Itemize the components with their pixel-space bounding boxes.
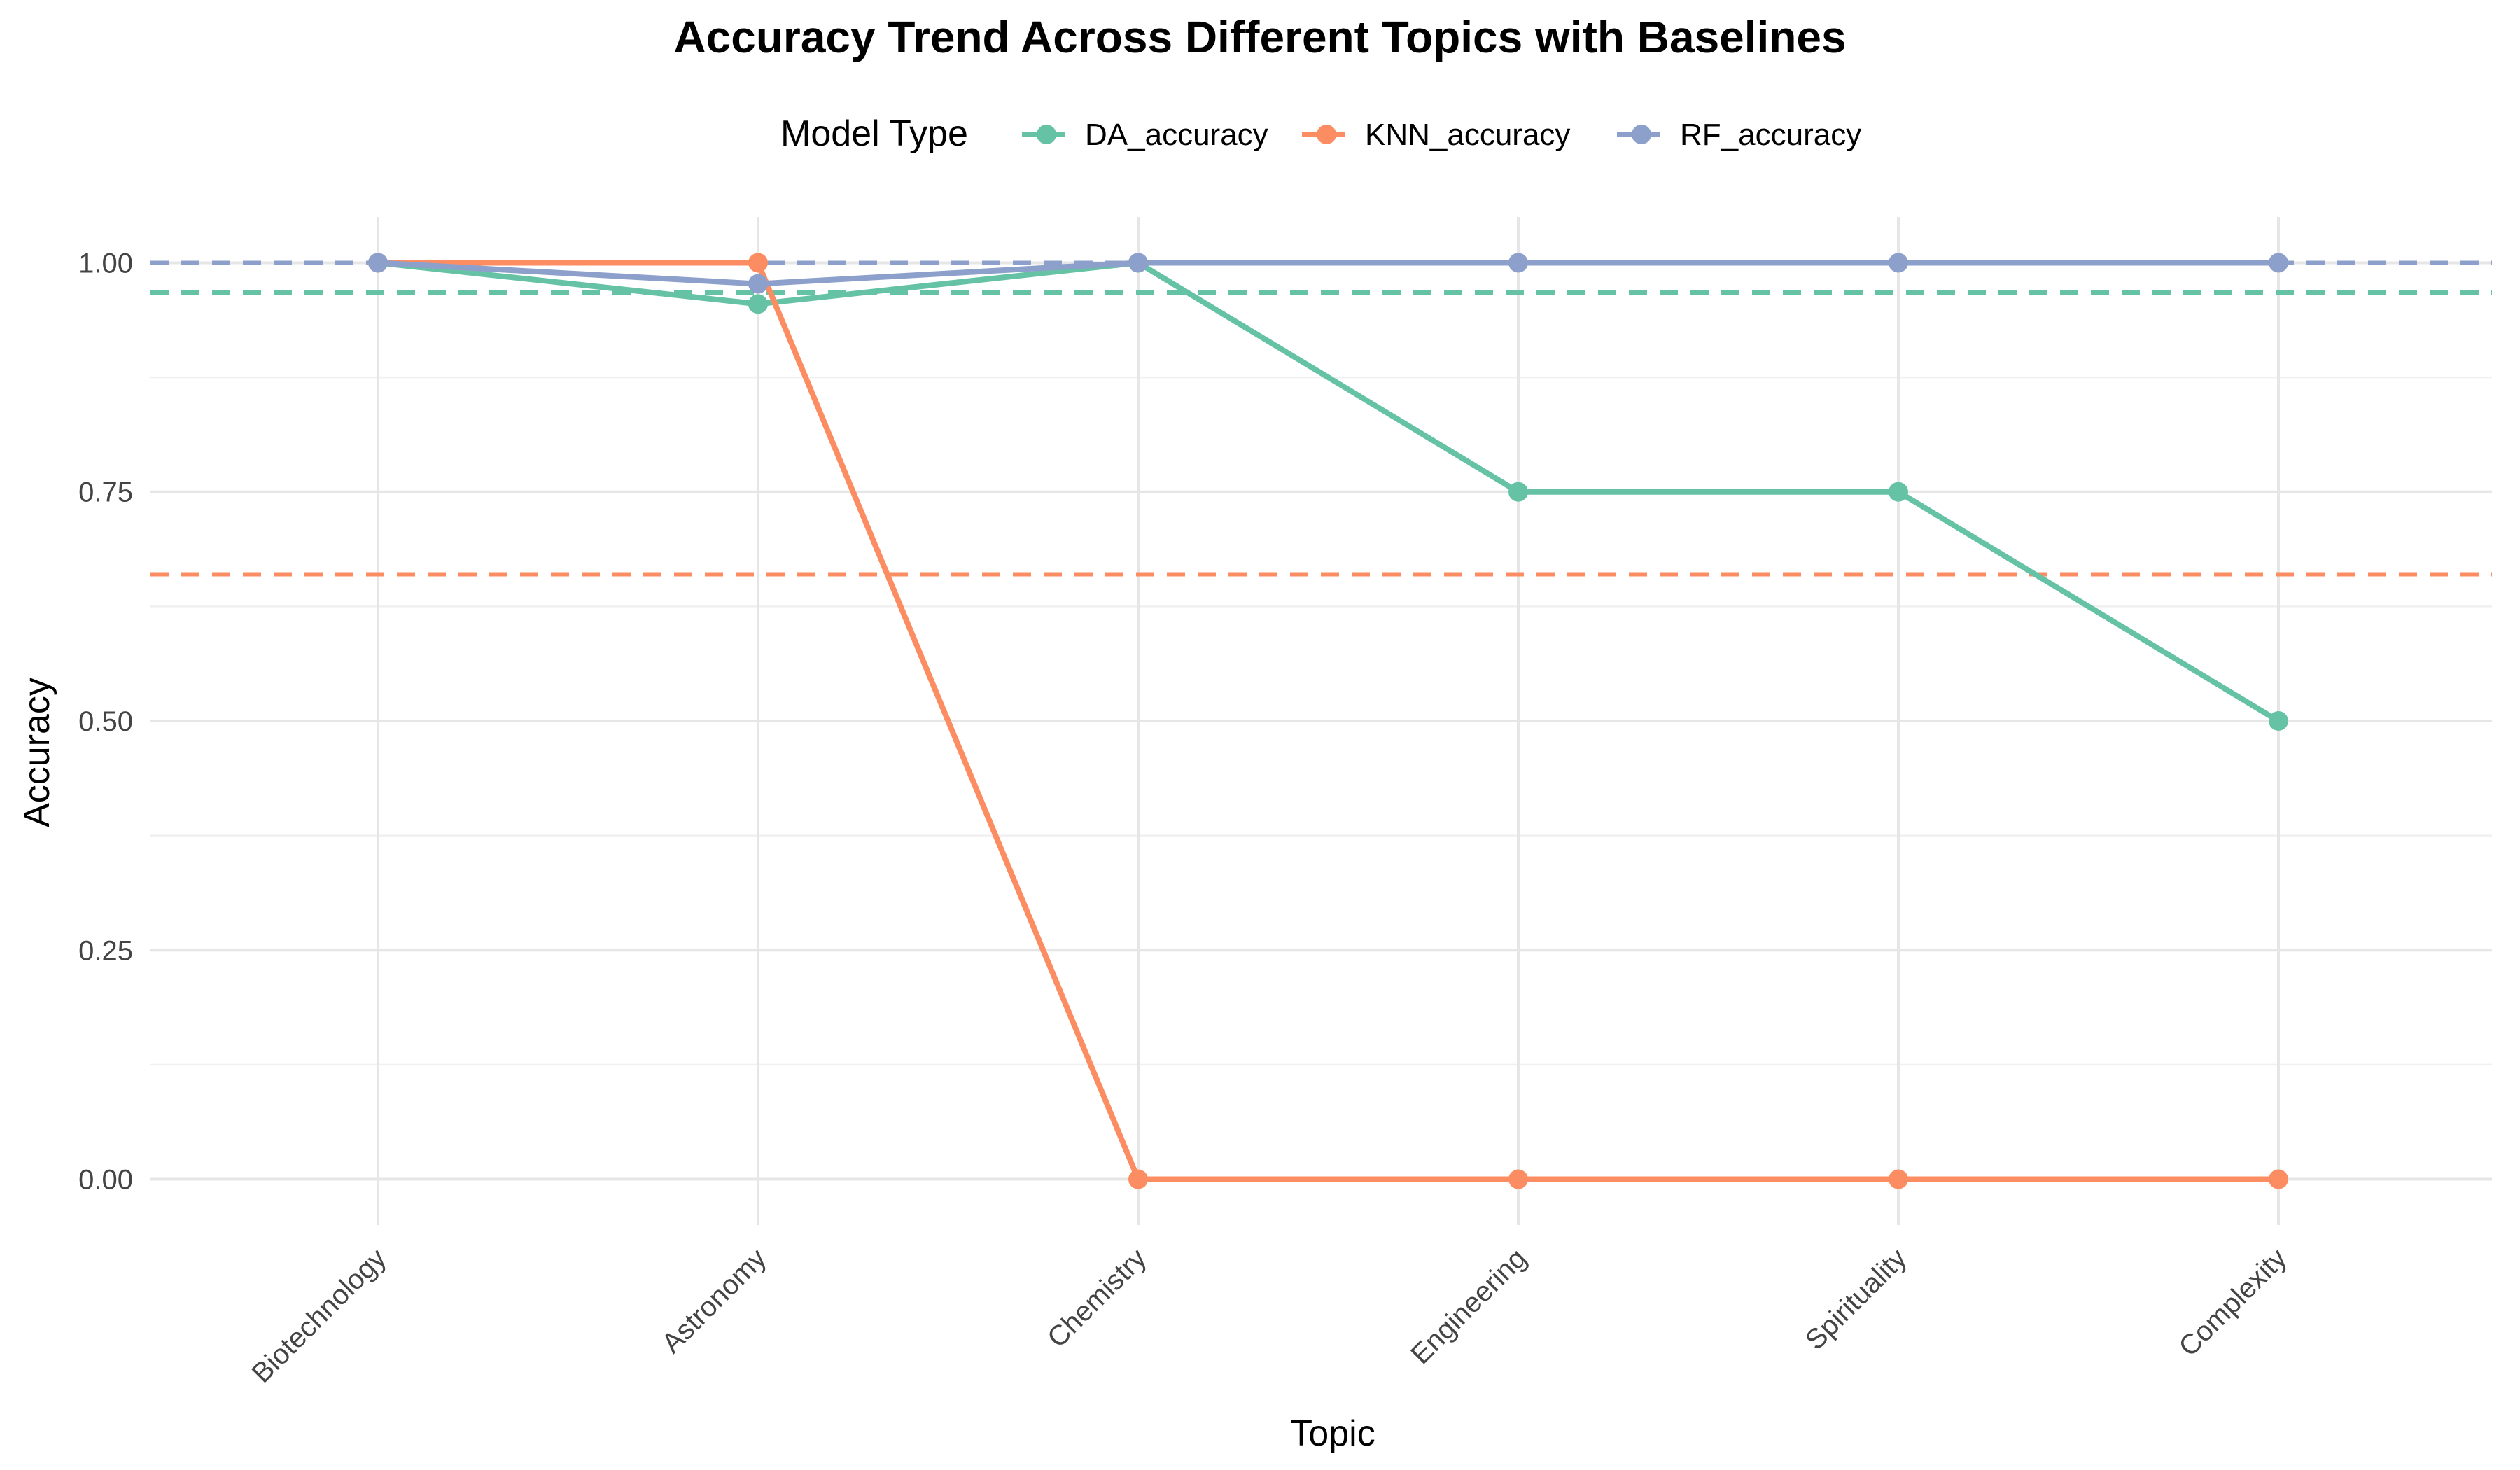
data-point-DA_accuracy <box>1889 482 1908 502</box>
data-point-KNN_accuracy <box>748 253 768 273</box>
data-point-DA_accuracy <box>1508 482 1528 502</box>
data-points <box>368 253 2288 1189</box>
legend-key-marker <box>1317 125 1336 144</box>
series-lines <box>375 260 2281 1182</box>
legend: Model Type DA_accuracy KNN_accuracy RF_acc… <box>780 113 1861 154</box>
x-tick-label: Biotechnology <box>246 1242 393 1389</box>
grid <box>150 217 2492 1225</box>
x-tick-label: Complexity <box>2173 1242 2292 1362</box>
y-axis-ticks: 0.00 0.25 0.50 0.75 1.00 <box>78 248 133 1195</box>
y-tick-label: 0.00 <box>78 1165 133 1196</box>
data-point-KNN_accuracy <box>2269 1169 2288 1189</box>
data-point-RF_accuracy <box>1508 253 1528 273</box>
data-point-DA_accuracy <box>2269 711 2288 731</box>
legend-label: RF_accuracy <box>1680 118 1861 152</box>
x-tick-label: Engineering <box>1405 1242 1532 1370</box>
data-point-KNN_accuracy <box>1128 1169 1148 1189</box>
x-axis-title: Topic <box>1290 1413 1375 1454</box>
y-tick-label: 0.75 <box>78 477 133 508</box>
legend-label: KNN_accuracy <box>1365 118 1570 152</box>
data-point-RF_accuracy <box>1128 253 1148 273</box>
data-point-DA_accuracy <box>748 294 768 314</box>
y-tick-label: 0.50 <box>78 706 133 737</box>
y-tick-label: 0.25 <box>78 935 133 966</box>
x-tick-label: Spirituality <box>1800 1242 1913 1356</box>
data-point-RF_accuracy <box>1889 253 1908 273</box>
series-line-DA_accuracy <box>375 260 2281 724</box>
data-point-KNN_accuracy <box>1508 1169 1528 1189</box>
data-point-RF_accuracy <box>368 253 388 273</box>
x-axis-ticks: Biotechnology Astronomy Chemistry Engineeri… <box>246 1242 2293 1389</box>
y-tick-label: 1.00 <box>78 248 133 279</box>
series-line-RF_accuracy <box>375 260 2281 287</box>
series-line-KNN_accuracy <box>375 260 2281 1182</box>
legend-label: DA_accuracy <box>1085 118 1268 152</box>
legend-key-marker <box>1632 125 1651 144</box>
data-point-KNN_accuracy <box>1889 1169 1908 1189</box>
baselines <box>150 260 2492 577</box>
x-tick-label: Astronomy <box>656 1242 772 1359</box>
legend-key-marker <box>1037 125 1056 144</box>
data-point-RF_accuracy <box>2269 253 2288 273</box>
data-point-RF_accuracy <box>748 274 768 294</box>
x-tick-label: Chemistry <box>1042 1242 1152 1353</box>
legend-title: Model Type <box>780 113 968 154</box>
y-axis-title: Accuracy <box>17 678 57 827</box>
chart-title: Accuracy Trend Across Different Topics w… <box>673 12 1846 62</box>
